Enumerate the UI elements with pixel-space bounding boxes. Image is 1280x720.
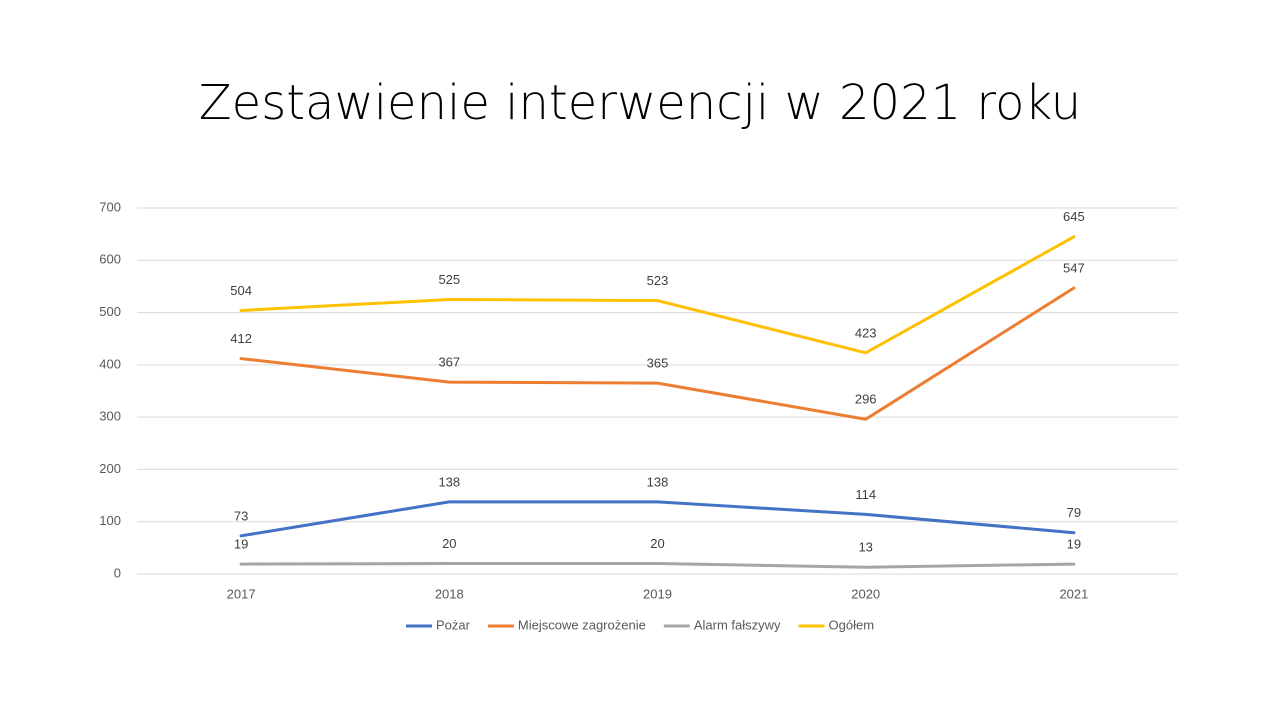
y-tick-label: 700 [99,199,121,214]
data-label: 296 [855,392,877,407]
data-label: 73 [234,508,248,523]
data-label: 523 [647,273,669,288]
data-label: 138 [438,474,460,489]
y-tick-label: 600 [99,252,121,267]
y-tick-label: 400 [99,356,121,371]
y-tick-label: 500 [99,304,121,319]
data-label: 19 [234,537,248,552]
x-tick-label: 2020 [851,586,880,601]
legend-label: Miejscowe zagrożenie [518,617,646,632]
y-tick-label: 200 [99,461,121,476]
data-label: 504 [230,283,252,298]
chart-title: Zestawienie interwencji w 2021 roku [199,75,1081,131]
series-line [239,562,1076,569]
data-label: 367 [438,355,460,370]
data-label: 79 [1067,505,1081,520]
x-tick-label: 2019 [643,586,672,601]
y-tick-label: 300 [99,409,121,424]
data-label: 138 [647,474,669,489]
data-label: 547 [1063,260,1085,275]
data-label: 645 [1063,209,1085,224]
data-label: 114 [855,487,876,502]
data-label: 20 [442,536,456,551]
series-line [239,235,1076,355]
data-label: 20 [650,536,664,551]
legend-label: Pożar [436,617,471,632]
series-line [239,500,1076,538]
data-label: 13 [858,540,872,555]
legend-label: Alarm fałszywy [694,617,781,632]
data-label: 412 [230,331,252,346]
x-tick-label: 2017 [227,586,256,601]
x-tick-label: 2018 [435,586,464,601]
data-label: 525 [438,272,460,287]
data-label: 423 [855,325,877,340]
data-label: 19 [1067,537,1081,552]
y-tick-label: 0 [114,565,121,580]
series-line [239,286,1076,421]
legend-label: Ogółem [829,617,875,632]
data-label: 365 [647,356,669,371]
y-tick-label: 100 [99,513,121,528]
x-tick-label: 2021 [1059,586,1088,601]
